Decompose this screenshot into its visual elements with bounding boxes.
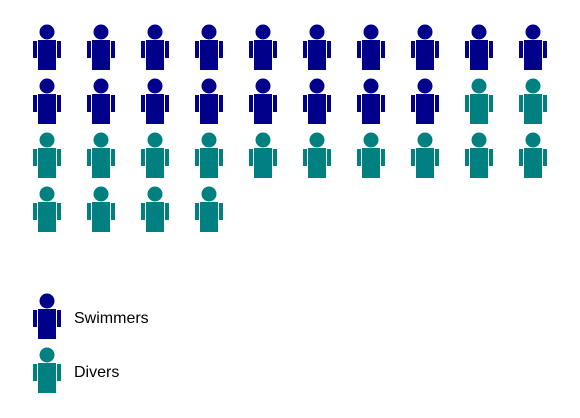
swimmers-person-icon — [357, 78, 385, 124]
swimmers-person-icon — [303, 24, 331, 70]
divers-person-icon — [33, 132, 61, 178]
swimmers-person-icon — [141, 78, 169, 124]
divers-person-icon — [519, 78, 547, 124]
swimmers-person-icon — [303, 78, 331, 124]
swimmers-person-icon — [195, 24, 223, 70]
swimmers-person-icon — [249, 24, 277, 70]
swimmers-person-icon — [141, 24, 169, 70]
legend-item-swimmers: Swimmers — [33, 293, 149, 339]
divers-person-icon — [87, 132, 115, 178]
swimmers-person-icon — [249, 78, 277, 124]
swimmers-person-icon — [465, 24, 493, 70]
swimmers-person-icon — [357, 24, 385, 70]
swimmers-legend-person-icon — [33, 293, 61, 339]
swimmers-person-icon — [87, 78, 115, 124]
divers-person-icon — [141, 186, 169, 232]
legend-item-divers: Divers — [33, 347, 119, 393]
divers-person-icon — [411, 132, 439, 178]
divers-person-icon — [141, 132, 169, 178]
legend-swimmer-icon — [33, 293, 61, 339]
swimmers-person-icon — [195, 78, 223, 124]
divers-person-icon — [249, 132, 277, 178]
legend: Swimmers Divers — [33, 293, 149, 393]
divers-person-icon — [303, 132, 331, 178]
legend-diver-icon — [33, 347, 61, 393]
divers-person-icon — [87, 186, 115, 232]
swimmers-person-icon — [33, 24, 61, 70]
divers-person-icon — [465, 132, 493, 178]
swimmers-person-icon — [519, 24, 547, 70]
divers-person-icon — [465, 78, 493, 124]
swimmers-person-icon — [411, 24, 439, 70]
divers-person-icon — [195, 186, 223, 232]
swimmers-person-icon — [33, 78, 61, 124]
divers-legend-person-icon — [33, 347, 61, 393]
divers-person-icon — [33, 186, 61, 232]
divers-person-icon — [357, 132, 385, 178]
swimmers-person-icon — [87, 24, 115, 70]
divers-person-icon — [519, 132, 547, 178]
legend-label-divers: Divers — [74, 364, 119, 381]
pictograph-icons — [33, 24, 547, 232]
swimmers-person-icon — [411, 78, 439, 124]
divers-person-icon — [195, 132, 223, 178]
legend-label-swimmers: Swimmers — [74, 310, 149, 327]
